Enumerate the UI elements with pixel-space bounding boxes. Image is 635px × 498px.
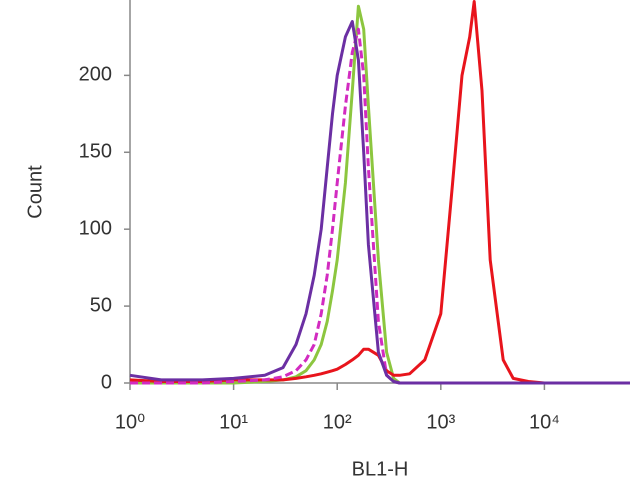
y-tick-label: 0 — [101, 371, 112, 393]
y-tick-label: 100 — [79, 217, 112, 239]
x-tick-label: 10¹ — [219, 411, 248, 433]
x-tick-label: 10² — [323, 411, 352, 433]
y-tick-label: 50 — [90, 294, 112, 316]
x-tick-label: 10⁰ — [115, 411, 145, 433]
histogram-line — [129, 20, 630, 385]
x-tick-label: 10⁴ — [529, 411, 560, 433]
y-tick-label: 200 — [79, 64, 112, 86]
x-axis-label: BL1-H — [352, 458, 409, 480]
y-axis-label: Count — [24, 165, 46, 219]
y-tick-label: 150 — [79, 141, 112, 163]
x-tick-label: 10³ — [426, 411, 455, 433]
histogram-line — [130, 27, 630, 385]
